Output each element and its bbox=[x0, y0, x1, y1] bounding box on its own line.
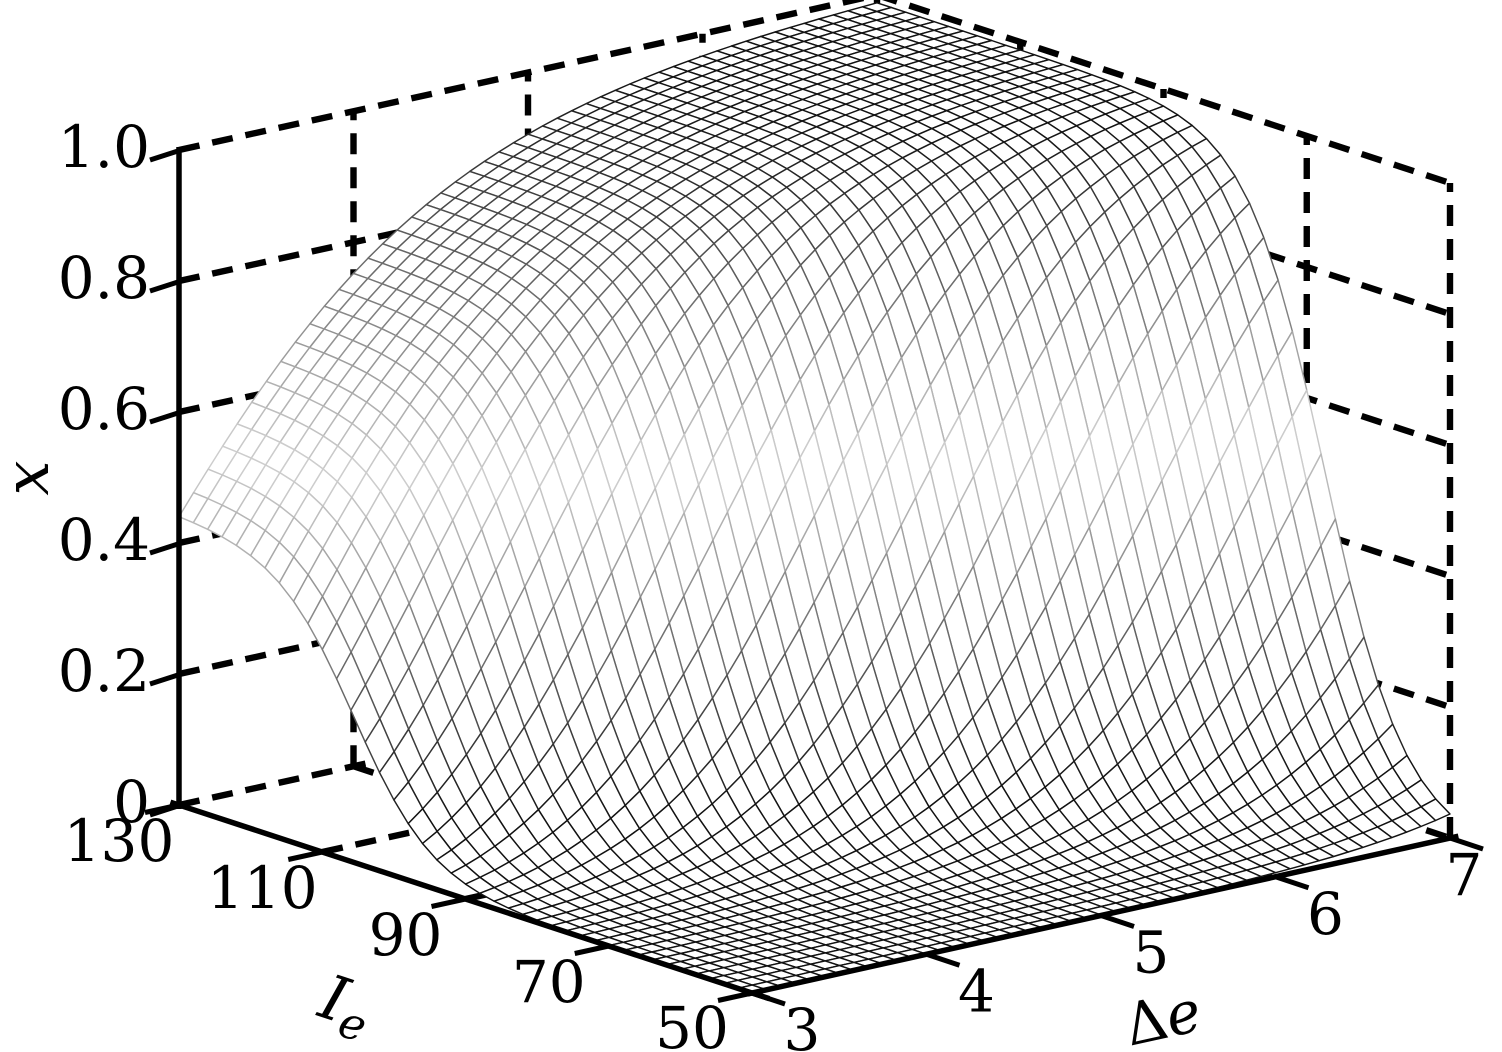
ie-tick-label: 70 bbox=[512, 948, 586, 1016]
de-tick-mark bbox=[1274, 874, 1310, 891]
de-axis-title-e: e bbox=[1159, 977, 1207, 1051]
z-tick-label: 0.4 bbox=[58, 506, 150, 574]
ie-tick-mark bbox=[144, 802, 180, 815]
de-axis-title: Δe bbox=[1118, 977, 1207, 1052]
tick-marks bbox=[144, 147, 1484, 1007]
z-tick-label: 0.6 bbox=[58, 375, 150, 443]
z-tick-label: 0.8 bbox=[58, 244, 150, 312]
ie-tick-mark bbox=[287, 849, 323, 862]
ie-tick-label: 110 bbox=[207, 854, 318, 922]
ie-tick-mark bbox=[430, 896, 467, 909]
z-axis-title: x bbox=[0, 460, 63, 495]
ie-tick-label: 50 bbox=[655, 994, 729, 1052]
z-tick-label: 0.2 bbox=[58, 637, 150, 705]
axis-titles: x Ie Δe bbox=[0, 460, 1207, 1052]
de-tick-label: 4 bbox=[958, 957, 995, 1025]
de-tick-label: 6 bbox=[1307, 880, 1344, 948]
box-top-left-edge bbox=[178, 0, 870, 154]
de-tick-mark bbox=[925, 951, 961, 968]
de-tick-label: 3 bbox=[784, 996, 821, 1052]
ie-tick-mark bbox=[717, 990, 753, 1003]
z-tick-mark bbox=[149, 540, 182, 556]
ie-tick-label: 90 bbox=[369, 901, 443, 969]
de-tick-label: 7 bbox=[1446, 841, 1483, 909]
de-tick-label: 5 bbox=[1133, 919, 1170, 987]
z-tick-label: 1.0 bbox=[58, 113, 150, 181]
ie-axis-title-subscript: e bbox=[332, 996, 373, 1052]
ie-tick-mark bbox=[574, 943, 610, 956]
z-tick-mark bbox=[149, 671, 182, 687]
z-tick-mark bbox=[149, 409, 182, 425]
tick-labels: 0 0.2 0.4 0.6 0.8 1.0 130 110 90 70 50 3 4 5 6 7 bbox=[58, 113, 1483, 1052]
ie-axis-title: Ie bbox=[308, 960, 382, 1052]
de-tick-mark bbox=[1100, 913, 1135, 929]
ie-tick-label: 130 bbox=[64, 807, 175, 875]
ie-axis-line bbox=[169, 799, 771, 1002]
surface-mesh bbox=[178, 2, 1451, 994]
de-tick-mark bbox=[1449, 835, 1484, 852]
z-tick-mark bbox=[149, 147, 182, 163]
z-tick-mark bbox=[149, 278, 182, 294]
z-tick-label: 0 bbox=[113, 768, 150, 836]
de-tick-mark bbox=[751, 990, 786, 1007]
